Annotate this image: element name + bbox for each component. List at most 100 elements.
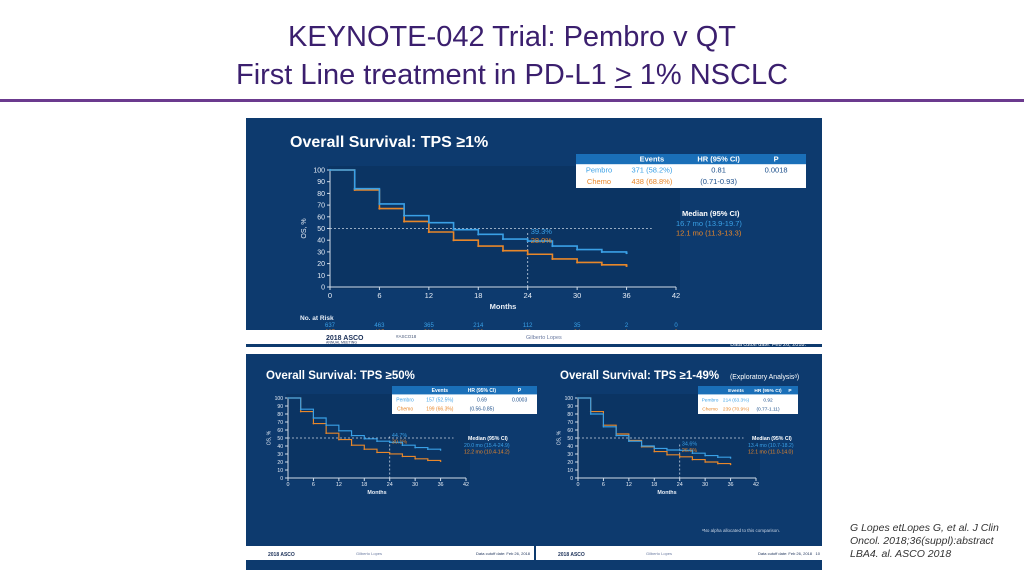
asco-logo: 2018 ASCO [558,552,585,558]
title-text-end: 1% NSCLC [631,59,789,91]
y-tick-label: 20 [567,460,573,466]
median-heading: Median (95% CI) [752,436,792,442]
x-tick-label: 30 [573,291,581,300]
chart-panel-tps1: Overall Survival: TPS ≥1% 0 10 20 30 40 50 60 70… [246,118,822,347]
hr-table-header-bg [698,386,798,395]
data-point-pembro [577,397,579,399]
os-chart-pair: Overall Survival: TPS ≥50%01020304050607… [246,370,822,560]
hr-table-cell: 0.92 [763,397,773,403]
x-axis-title: Months [490,302,517,311]
y-tick-label: 40 [317,238,325,245]
data-point-pembro [363,438,366,440]
hr-table-cell: 239 (70.9%) [723,407,750,413]
data-point-pembro [501,237,505,241]
x-tick-label: 6 [312,482,315,488]
y-tick-label: 90 [567,404,573,410]
data-point-chemo [691,458,694,461]
x-tick-label: 42 [672,291,680,300]
data-point-chemo [717,462,719,465]
hr-table-header: Events [640,154,665,163]
data-point-pembro [312,417,315,419]
hr-table-cell: (0.77-1.11) [756,407,780,413]
chart-title: Overall Survival: TPS ≥1-49% [560,370,719,382]
x-tick-label: 36 [622,291,630,300]
data-point-chemo [427,459,429,462]
y-tick-label: 50 [567,436,573,442]
hr-table-cell: Pembro [702,397,719,403]
data-point-chemo [325,432,327,434]
data-point-chemo [338,438,340,441]
data-point-pembro [287,397,289,399]
x-tick-label: 18 [361,482,367,488]
data-point-chemo [551,257,554,261]
hr-table-cell: Chemo [702,407,718,413]
at-risk-pembro: 214 [473,323,484,329]
asco-logo-sub: ANNUAL MEETING [326,341,357,345]
hr-table-cell: 0.0003 [512,397,528,403]
hr-table-cell: (0.56-0.85) [470,407,495,413]
y-tick-label: 10 [317,273,325,280]
citation-line: LBA4. al. ASCO 2018 [850,548,952,560]
y-tick-label: 60 [277,428,283,434]
y-tick-label: 70 [317,203,325,210]
data-point-chemo [625,264,628,268]
y-tick-label: 50 [317,226,325,233]
x-tick-label: 6 [377,291,381,300]
data-point-chemo [704,461,706,463]
x-tick-label: 24 [387,482,393,488]
y-tick-label: 20 [277,460,283,466]
x-tick-label: 18 [474,291,482,300]
landmark-label-chemo: 30.1% [392,440,407,446]
landmark-label-chemo: 26.5% [682,448,697,454]
data-point-chemo [678,456,681,458]
y-tick-label: 30 [567,452,573,458]
y-tick-label: 60 [317,214,325,221]
asco-logo: 2018 ASCO [268,552,295,558]
slide-title-line1: KEYNOTE-042 Trial: Pembro v QT [287,21,736,53]
y-tick-label: 90 [277,404,283,410]
data-cutoff: Data cutoff date: Feb 26, 2018 [476,551,531,556]
data-point-pembro [615,434,617,437]
hr-table-cell: 0.81 [711,166,726,175]
data-point-chemo [452,239,455,242]
y-tick-label: 80 [317,191,325,198]
data-point-chemo [729,463,732,466]
landmark-label-pembro: 34.6% [682,441,697,447]
page-number: 10 [816,551,821,556]
data-point-chemo [388,453,391,455]
median-heading: Median (95% CI) [682,209,740,218]
data-point-pembro [452,228,455,231]
at-risk-label: No. at Risk [300,315,334,322]
data-point-pembro [551,244,554,248]
hr-table-cell: 214 (63.3%) [723,397,750,403]
y-tick-label: 100 [565,396,574,402]
hr-table-header: P [518,388,522,394]
x-tick-label: 0 [577,482,580,488]
y-tick-label: 50 [277,436,283,442]
data-point-pembro [717,456,719,458]
data-point-chemo [363,448,366,450]
median-pembro: 13.4 mo (10.7-18.2) [748,443,794,449]
median-chemo: 12.1 mo (11.0-14.0) [748,450,793,456]
data-point-pembro [328,168,332,172]
title-text: First Line treatment in PD-L1 [235,59,615,91]
presenter-name: Gilberto Lopes [646,551,672,556]
y-tick-label: 80 [277,412,283,418]
x-tick-label: 12 [425,291,433,300]
x-tick-label: 0 [328,291,332,300]
x-tick-label: 30 [702,482,708,488]
hr-table-header-bg [576,154,806,165]
chart-title: Overall Survival: TPS ≥1% [290,134,488,151]
x-tick-label: 6 [602,482,605,488]
data-cutoff: Data cutoff date: Feb 26, 2018. [730,342,806,347]
at-risk-pembro: 637 [325,323,336,329]
data-point-pembro [600,250,603,253]
data-point-pembro [678,449,681,452]
median-heading: Median (95% CI) [468,436,508,442]
x-axis-title: Months [657,490,676,496]
data-point-chemo [427,230,430,234]
x-tick-label: 36 [438,482,444,488]
y-axis-title: OS, % [557,430,563,445]
data-point-pembro [653,447,656,450]
citation-line: Oncol. 2018;36(suppl):abstract [850,535,994,547]
